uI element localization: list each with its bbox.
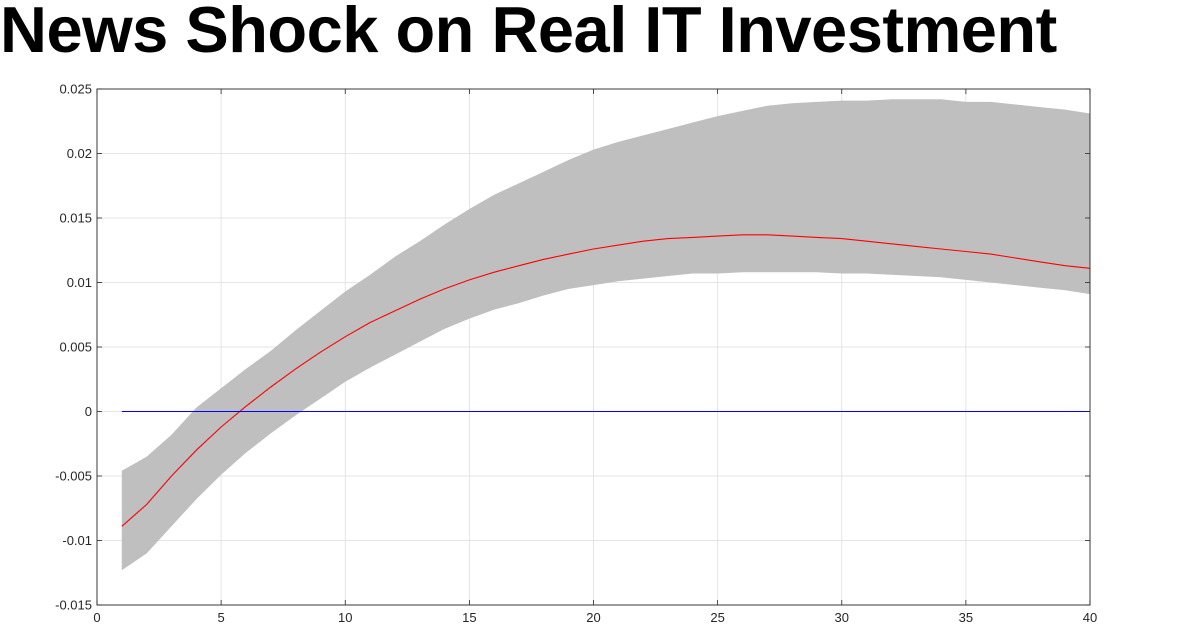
y-tick-label: 0.02 xyxy=(67,146,92,161)
x-tick-label: 30 xyxy=(835,610,849,625)
chart-title: News Shock on Real IT Investment xyxy=(0,0,1057,66)
confidence-band-area xyxy=(121,99,1091,571)
confidence-band xyxy=(121,99,1091,571)
y-axis-tick-labels: -0.015 -0.01 -0.005 0 0.005 0.01 0.015 0.02 0.02… xyxy=(55,82,92,613)
x-axis-tick-labels: 0 5 10 15 20 25 30 35 40 xyxy=(93,610,1097,625)
x-tick-label: 5 xyxy=(218,610,225,625)
y-tick-label: 0 xyxy=(85,404,92,419)
x-tick-label: 0 xyxy=(93,610,100,625)
x-tick-label: 20 xyxy=(586,610,600,625)
x-tick-label: 35 xyxy=(959,610,973,625)
x-tick-label: 40 xyxy=(1083,610,1097,625)
y-tick-label: -0.005 xyxy=(55,469,92,484)
x-tick-label: 25 xyxy=(710,610,724,625)
y-tick-label: -0.015 xyxy=(55,598,92,613)
x-tick-label: 15 xyxy=(462,610,476,625)
y-tick-label: -0.01 xyxy=(62,533,92,548)
response-line xyxy=(121,234,1091,527)
y-tick-label: 0.025 xyxy=(59,82,92,97)
y-tick-label: 0.01 xyxy=(67,275,92,290)
x-tick-label: 10 xyxy=(338,610,352,625)
y-tick-label: 0.015 xyxy=(59,211,92,226)
tick-marks xyxy=(96,88,1091,606)
y-tick-label: 0.005 xyxy=(59,340,92,355)
series-lines xyxy=(121,234,1091,527)
